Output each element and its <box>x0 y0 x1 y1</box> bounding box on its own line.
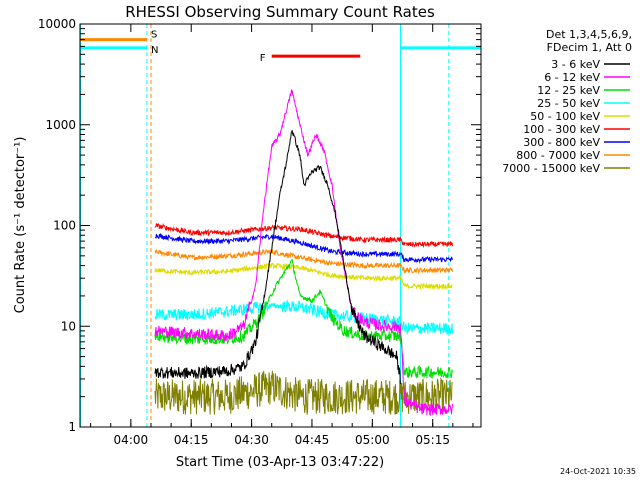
annotation-label-S: S <box>151 30 157 41</box>
footer-date: 24-Oct-2021 10:35 <box>560 467 636 476</box>
x-tick-label-5: 05:15 <box>415 433 450 447</box>
y-tick-label-4: 10000 <box>38 17 76 31</box>
plot-frame <box>79 23 482 428</box>
legend-label-0: 3 - 6 keV <box>551 58 600 71</box>
x-tick-label-1: 04:15 <box>174 433 209 447</box>
series-line-100-300-kev <box>154 222 453 249</box>
legend-label-5: 100 - 300 keV <box>523 123 600 136</box>
x-tick-label-2: 04:30 <box>234 433 269 447</box>
x-tick-label-3: 04:45 <box>295 433 330 447</box>
x-axis-label: Start Time (03-Apr-13 03:47:22) <box>176 455 384 470</box>
series-line-12-25-kev <box>154 258 453 379</box>
legend-label-8: 7000 - 15000 keV <box>502 162 600 175</box>
x-tick-label-4: 05:00 <box>355 433 390 447</box>
legend-label-2: 12 - 25 keV <box>537 84 600 97</box>
annotation-label-N: N <box>151 45 158 56</box>
annotation-label-F: F <box>260 53 266 64</box>
legend-label-3: 25 - 50 keV <box>537 97 600 110</box>
series-line-300-800-kev <box>155 232 453 264</box>
x-tick-label-0: 04:00 <box>114 433 149 447</box>
series-line-25-50-kev <box>154 299 453 336</box>
legend-header-1: Det 1,3,4,5,6,9, <box>546 28 632 41</box>
legend-label-1: 6 - 12 keV <box>544 71 600 84</box>
series-line-7000-15000-kev <box>154 370 453 415</box>
series-line-6-12-kev <box>154 89 453 417</box>
legend-label-7: 800 - 7000 keV <box>516 149 600 162</box>
series-line-50-100-kev <box>154 262 453 291</box>
series-line-3-6-kev <box>154 130 401 385</box>
y-tick-label-0: 1 <box>68 420 76 434</box>
y-tick-label-1: 10 <box>61 319 76 333</box>
series-line-800-7000-kev <box>154 248 453 275</box>
legend-label-6: 300 - 800 keV <box>523 136 600 149</box>
y-axis-label: Count Rate (s⁻¹ detector⁻¹) <box>13 137 28 314</box>
chart-title: RHESSI Observing Summary Count Rates <box>125 3 435 21</box>
legend-label-4: 50 - 100 keV <box>530 110 600 123</box>
legend-header-2: FDecim 1, Att 0 <box>547 41 632 54</box>
y-tick-label-3: 1000 <box>45 118 76 132</box>
y-tick-label-2: 100 <box>53 219 76 233</box>
